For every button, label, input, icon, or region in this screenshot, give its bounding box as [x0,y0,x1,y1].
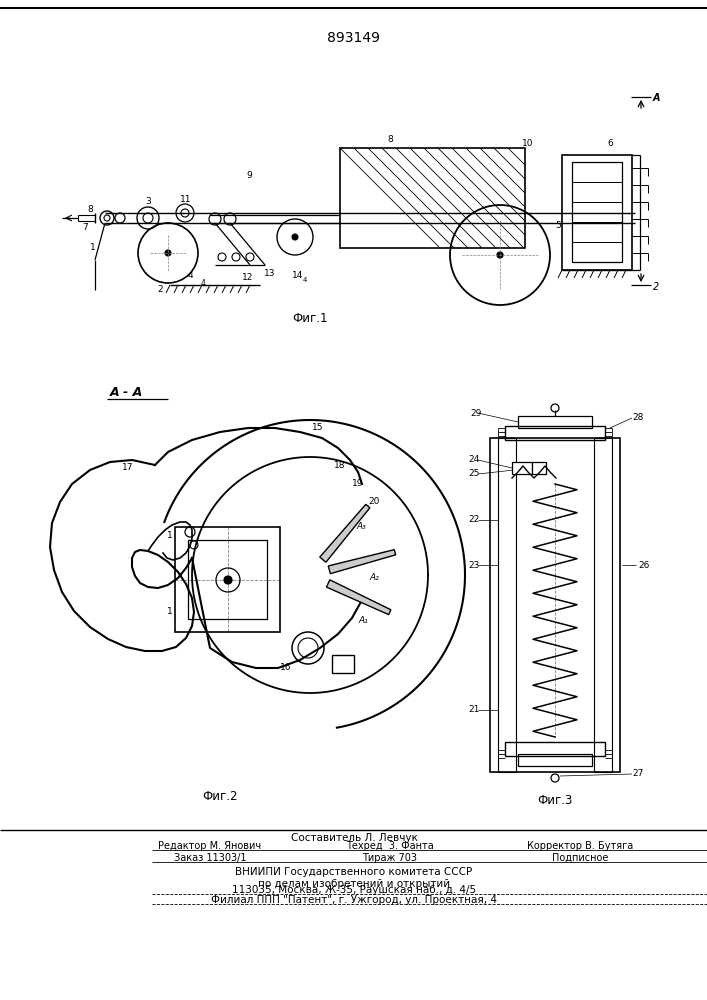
Text: 7: 7 [82,223,88,232]
Text: Фиг.3: Фиг.3 [537,794,573,806]
Text: A: A [653,93,660,103]
Text: 893149: 893149 [327,31,380,45]
Text: Тираж 703: Тираж 703 [363,853,418,863]
Text: 15: 15 [312,422,324,432]
Bar [512,462,532,474]
Text: 8: 8 [87,205,93,214]
Text: Составитель Л. Левчук: Составитель Л. Левчук [291,833,417,843]
Text: 11: 11 [180,196,192,205]
Text: 10: 10 [522,138,534,147]
Text: A₃: A₃ [356,522,366,531]
Text: 20: 20 [368,497,380,506]
Text: 19: 19 [352,480,363,488]
Text: A₁: A₁ [358,616,368,625]
Text: 2: 2 [157,286,163,294]
Text: 14: 14 [292,271,304,280]
Text: по делам изобретений и открытий: по делам изобретений и открытий [258,879,450,889]
Circle shape [292,234,298,240]
Text: 29: 29 [470,408,481,418]
Text: 23: 23 [468,560,479,570]
Bar [518,416,592,428]
Text: 26: 26 [638,560,650,570]
Text: A₂: A₂ [370,573,380,582]
Text: 25: 25 [468,470,479,479]
Text: 4: 4 [187,271,193,280]
Text: 1: 1 [167,607,173,616]
Text: Редактор М. Янович: Редактор М. Янович [158,841,262,851]
Text: 1: 1 [167,532,173,540]
Polygon shape [327,580,391,615]
Text: 27: 27 [632,770,643,778]
Text: 12: 12 [243,273,254,282]
Text: 24: 24 [468,456,479,464]
Text: 3: 3 [145,198,151,207]
Bar [518,754,592,766]
Text: ВНИИПИ Государственного комитета СССР: ВНИИПИ Государственного комитета СССР [235,867,472,877]
Text: 6: 6 [607,138,613,147]
Text: 17: 17 [122,462,134,472]
Text: 9: 9 [246,170,252,180]
Circle shape [224,576,232,584]
Circle shape [497,252,503,258]
Text: 4: 4 [303,277,307,283]
Text: 8: 8 [387,135,393,144]
Text: 2: 2 [653,282,659,292]
Text: Фиг.1: Фиг.1 [292,312,328,324]
Polygon shape [328,550,396,574]
Bar [532,462,546,474]
Bar [188,540,267,619]
Polygon shape [320,504,370,562]
Bar [498,438,516,772]
Text: Филиал ППП "Патент", г. Ужгород, ул. Проектная, 4: Филиал ППП "Патент", г. Ужгород, ул. Про… [211,895,497,905]
Bar [490,438,620,772]
Bar [572,162,622,262]
Bar [332,655,354,673]
Text: 28: 28 [632,414,643,422]
Text: 22: 22 [468,516,479,524]
Text: Подписное: Подписное [551,853,608,863]
Text: A - A: A - A [110,386,144,399]
Text: 113035, Москва, Ж-35, Раушская наб., д. 4/5: 113035, Москва, Ж-35, Раушская наб., д. … [232,885,476,895]
Text: 18: 18 [334,462,346,471]
Bar [505,742,605,756]
Bar [340,148,525,248]
Text: Корректор В. Бутяга: Корректор В. Бутяга [527,841,633,851]
Circle shape [165,250,171,256]
Text: Фиг.2: Фиг.2 [202,790,238,802]
Bar [505,426,605,440]
Text: 4: 4 [201,278,206,288]
Bar [594,438,612,772]
Text: 5: 5 [555,221,561,230]
Text: 16: 16 [280,664,292,672]
Text: 13: 13 [264,269,276,278]
Bar [562,155,632,270]
Text: Техред  3. Фанта: Техред 3. Фанта [346,841,434,851]
Bar [175,527,280,632]
Text: Заказ 11303/1: Заказ 11303/1 [174,853,246,863]
Text: 1: 1 [90,243,96,252]
Text: 21: 21 [468,706,479,714]
